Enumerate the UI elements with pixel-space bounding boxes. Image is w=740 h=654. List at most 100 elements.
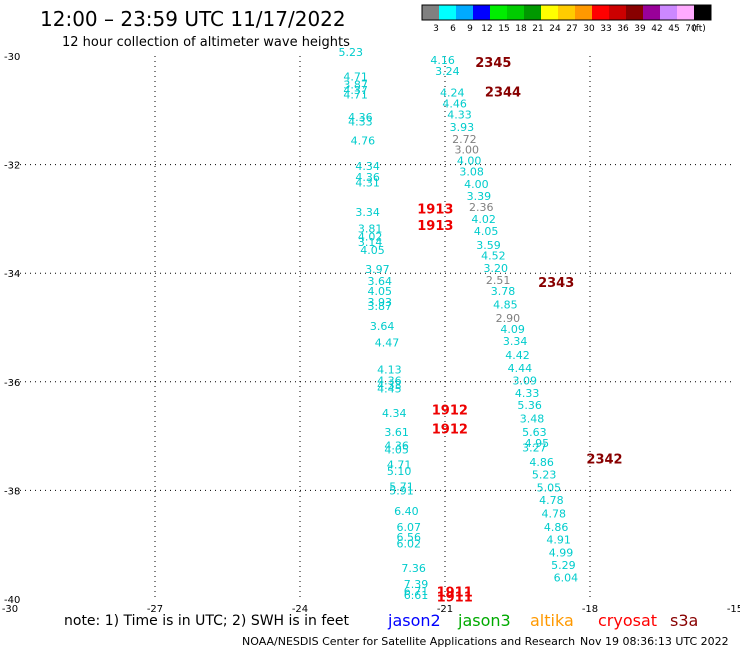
- wave-height-value: 4.33: [447, 108, 472, 121]
- colorbar-label: 70: [685, 24, 697, 34]
- colorbar-label: 15: [498, 24, 509, 34]
- wave-height-value: 4.86: [529, 456, 554, 469]
- wave-height-value: 4.05: [368, 285, 393, 298]
- pass-time-label: 2342: [586, 452, 622, 467]
- wave-height-value: 4.78: [539, 494, 564, 507]
- wave-height-value: 3.39: [467, 190, 492, 203]
- wave-height-value: 4.34: [355, 160, 380, 173]
- wave-height-value: 4.78: [542, 508, 567, 521]
- colorbar-label: 24: [549, 24, 561, 34]
- colorbar-swatch: [592, 5, 609, 20]
- pass-time-label: 1913: [417, 219, 453, 234]
- wave-height-value: 4.36: [355, 171, 380, 184]
- pass-time-label: 1912: [432, 403, 468, 418]
- wave-height-value: 4.86: [544, 521, 569, 534]
- wave-height-value: 7.39: [404, 578, 429, 591]
- wave-height-value: 4.47: [375, 337, 400, 350]
- wave-height-value: 4.36: [377, 375, 402, 388]
- wave-height-value: 6.04: [554, 572, 579, 585]
- colorbar-swatch: [694, 5, 711, 20]
- wave-height-value: 4.99: [549, 547, 574, 560]
- wave-height-value: 6.71: [404, 585, 429, 598]
- pass-time-label: 2344: [485, 86, 521, 101]
- wave-height-value: 4.76: [351, 135, 376, 148]
- colorbar-swatch: [575, 5, 592, 20]
- longitude-tick-label: -15: [727, 604, 740, 615]
- wave-height-value: 5.91: [389, 485, 414, 498]
- wave-height-value: 3.81: [358, 222, 383, 235]
- wave-height-value: 3.27: [522, 441, 547, 454]
- colorbar-label: 18: [515, 24, 527, 34]
- colorbar-label: 45: [668, 24, 679, 34]
- colorbar-swatch: [507, 5, 524, 20]
- wave-height-value: 3.34: [355, 206, 380, 219]
- satellite-legend-jason2: jason2: [387, 611, 441, 630]
- wave-height-value: 2.51: [486, 274, 511, 287]
- colorbar-label: 42: [651, 24, 662, 34]
- satellite-legend: jason2 jason3 altika cryosat s3a: [387, 611, 698, 630]
- wave-height-value: 5.05: [537, 481, 562, 494]
- colorbar-swatch: [609, 5, 626, 20]
- colorbar-swatch: [456, 5, 473, 20]
- wave-height-value: 4.05: [384, 443, 409, 456]
- colorbar-label: 39: [634, 24, 646, 34]
- wave-height-value: 3.97: [365, 263, 390, 276]
- units-note: note: 1) Time is in UTC; 2) SWH is in fe…: [64, 613, 350, 629]
- colorbar-label: 30: [583, 24, 595, 34]
- colorbar-swatch: [541, 5, 558, 20]
- longitude-tick-label: -24: [292, 604, 308, 615]
- colorbar-swatch: [558, 5, 575, 20]
- wave-height-value: 3.09: [513, 375, 538, 388]
- wave-height-value: 4.71: [343, 88, 368, 101]
- pass-time-label: 2343: [538, 276, 574, 291]
- wave-height-value: 2.72: [452, 133, 477, 146]
- figure-subtitle: 12 hour collection of altimeter wave hei…: [62, 35, 350, 50]
- wave-height-value: 4.46: [442, 98, 467, 111]
- latitude-tick-label: -34: [4, 269, 20, 280]
- footer-timestamp: Nov 19 08:36:13 UTC 2022: [580, 635, 729, 648]
- wave-height-value: 3.34: [503, 335, 528, 348]
- wave-height-value: 4.71: [343, 70, 368, 83]
- wave-height-value: 5.23: [532, 468, 557, 481]
- wave-height-value: 5.10: [387, 465, 412, 478]
- wave-height-value: 5.23: [339, 46, 364, 59]
- wave-height-value: 4.33: [348, 116, 373, 129]
- wave-height-value: 4.33: [515, 387, 540, 400]
- colorbar-swatch: [660, 5, 677, 20]
- colorbar-swatch: [422, 5, 439, 20]
- wave-height-value: 3.20: [484, 262, 509, 275]
- pass-time-label: 1912: [432, 422, 468, 437]
- wave-height-value: 4.36: [384, 440, 409, 453]
- longitude-tick-label: -21: [437, 604, 453, 615]
- wave-height-value: 5.29: [551, 559, 576, 572]
- colorbar-swatch: [473, 5, 490, 20]
- wave-height-value: 7.36: [401, 562, 426, 575]
- colorbar-label: 9: [467, 24, 473, 34]
- wave-height-value: 4.09: [500, 323, 525, 336]
- wave-height-value: 4.44: [508, 362, 533, 375]
- map-plot-area: -30 -27 -24 -21 -18 -15 -30 -32 -34 -36 -38 -40 5.…: [2, 46, 740, 615]
- latitude-tick-label: -36: [4, 378, 20, 389]
- wave-height-value: 4.95: [525, 437, 550, 450]
- wave-height-value: 3.64: [368, 275, 393, 288]
- longitude-tick-label: -18: [582, 604, 598, 615]
- wave-height-value: 4.31: [355, 176, 380, 189]
- latitude-tick-labels: -30 -32 -34 -36 -38 -40: [4, 52, 20, 606]
- wave-height-value: 3.61: [384, 426, 409, 439]
- map-gridlines: [10, 56, 735, 599]
- colorbar-label: 3: [433, 24, 439, 34]
- wave-height-value: 4.13: [377, 364, 402, 377]
- colorbar-label: 27: [566, 24, 577, 34]
- wave-height-value: 3.87: [343, 79, 368, 92]
- wave-height-value: 5.63: [522, 426, 547, 439]
- colorbar-frame: [421, 4, 712, 21]
- wave-height-value: 4.45: [377, 383, 402, 396]
- wave-height-value: 4.36: [348, 111, 373, 124]
- colorbar-label: 6: [450, 24, 456, 34]
- colorbar-swatch: [439, 5, 456, 20]
- wave-height-value: 6.07: [397, 521, 422, 534]
- wave-height-value: 3.93: [450, 121, 475, 134]
- longitude-tick-labels: -30 -27 -24 -21 -18 -15: [2, 604, 740, 615]
